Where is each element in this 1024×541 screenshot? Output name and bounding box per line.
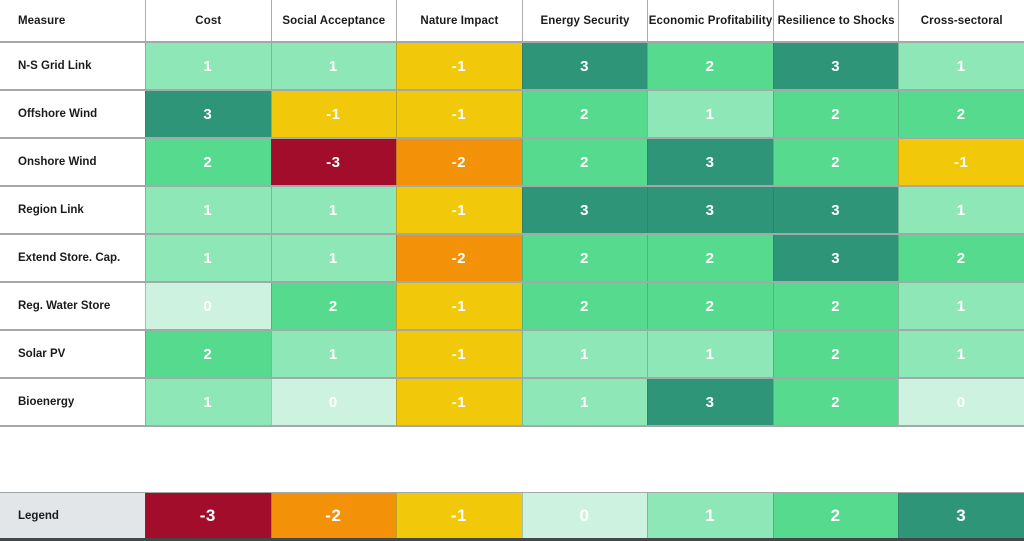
heatmap-cell: 2: [772, 91, 899, 137]
heatmap-cell: -3: [270, 139, 397, 185]
column-header: Social Acceptance: [270, 0, 397, 41]
column-header: Cost: [145, 0, 271, 41]
row-label: Region Link: [0, 187, 145, 233]
heatmap-cell: 1: [898, 283, 1024, 329]
heatmap-cell: -1: [270, 91, 397, 137]
heatmap-cell: 2: [521, 139, 648, 185]
heatmap-cell: 2: [647, 43, 773, 89]
table-row: Region Link 1 1 -1 3 3 3 1: [0, 187, 1024, 235]
heatmap-cell: 0: [898, 379, 1024, 425]
heatmap-cell: 3: [647, 379, 773, 425]
legend-cell: 2: [772, 493, 899, 538]
row-label: Offshore Wind: [0, 91, 145, 137]
table-row: Onshore Wind 2 -3 -2 2 3 2 -1: [0, 139, 1024, 187]
column-header: Resilience to Shocks: [772, 0, 899, 41]
row-label: Solar PV: [0, 331, 145, 377]
heatmap-cell: 3: [647, 139, 773, 185]
heatmap-cell: -1: [396, 331, 522, 377]
column-header: Cross-sectoral: [898, 0, 1024, 41]
heatmap-cell: 2: [521, 235, 648, 281]
heatmap-cell: 1: [145, 235, 271, 281]
table-row: Offshore Wind 3 -1 -1 2 1 2 2: [0, 91, 1024, 139]
heatmap-cell: 1: [270, 235, 397, 281]
heatmap-cell: 3: [145, 91, 271, 137]
heatmap-cell: 3: [521, 43, 648, 89]
measure-column-header: Measure: [18, 14, 66, 27]
legend-row: Legend -3 -2 -1 0 1 2 3: [0, 492, 1024, 538]
heatmap-cell: -1: [396, 187, 522, 233]
heatmap-cell: -2: [396, 235, 522, 281]
heatmap-cell: 3: [647, 187, 773, 233]
heatmap-cell: 3: [772, 235, 899, 281]
heatmap-cell: 2: [647, 283, 773, 329]
heatmap-cell: 1: [898, 187, 1024, 233]
heatmap-cell: 1: [145, 187, 271, 233]
bottom-bar: [0, 538, 1024, 541]
row-label: Extend Store. Cap.: [0, 235, 145, 281]
legend-cell: -1: [396, 493, 522, 538]
heatmap-cell: 2: [772, 139, 899, 185]
column-header: Energy Security: [521, 0, 648, 41]
heatmap-cell: 1: [145, 379, 271, 425]
table-row: N-S Grid Link 1 1 -1 3 2 3 1: [0, 43, 1024, 91]
heatmap-cell: 2: [521, 283, 648, 329]
row-label: N-S Grid Link: [0, 43, 145, 89]
heatmap-cell: 1: [647, 331, 773, 377]
table-row: Extend Store. Cap. 1 1 -2 2 2 3 2: [0, 235, 1024, 283]
heatmap-cell: 1: [521, 379, 648, 425]
heatmap-cell: 2: [145, 331, 271, 377]
legend-cell: -2: [270, 493, 397, 538]
legend-label: Legend: [0, 493, 145, 538]
heatmap-cell: 2: [772, 331, 899, 377]
heatmap-cell: 2: [898, 235, 1024, 281]
table-row: Solar PV 2 1 -1 1 1 2 1: [0, 331, 1024, 379]
heatmap-cell: -1: [396, 379, 522, 425]
table-legend-gap: [0, 427, 1024, 492]
heatmap-cell: 2: [647, 235, 773, 281]
heatmap-body: N-S Grid Link 1 1 -1 3 2 3 1 Offshore Wind 3 -1 -1 2…: [0, 43, 1024, 427]
heatmap-cell: 2: [772, 379, 899, 425]
row-label: Onshore Wind: [0, 139, 145, 185]
heatmap-cell: -1: [396, 283, 522, 329]
heatmap-cell: 3: [772, 187, 899, 233]
heatmap-cell: 1: [647, 91, 773, 137]
heatmap-cell: 2: [270, 283, 397, 329]
heatmap-cell: 1: [270, 331, 397, 377]
heatmap-cell: -1: [396, 91, 522, 137]
heatmap-cell: 0: [270, 379, 397, 425]
header-row: Measure Cost Social Acceptance Nature Impac…: [0, 0, 1024, 43]
heatmap-cell: 0: [145, 283, 271, 329]
legend-cell: 3: [898, 493, 1024, 538]
heatmap-cell: -2: [396, 139, 522, 185]
heatmap-cell: -1: [396, 43, 522, 89]
row-label: Bioenergy: [0, 379, 145, 425]
heatmap-cell: 2: [521, 91, 648, 137]
column-header: Nature Impact: [396, 0, 522, 41]
table-row: Bioenergy 1 0 -1 1 3 2 0: [0, 379, 1024, 427]
legend-cell: 0: [521, 493, 648, 538]
heatmap-cell: 3: [772, 43, 899, 89]
heatmap-cell: 1: [145, 43, 271, 89]
heatmap-cell: -1: [898, 139, 1024, 185]
legend-cell: 1: [647, 493, 773, 538]
heatmap-cell: 2: [898, 91, 1024, 137]
legend-cell: -3: [145, 493, 271, 538]
column-header: Economic Profitability: [647, 0, 773, 41]
heatmap-cell: 1: [898, 331, 1024, 377]
heatmap-cell: 1: [270, 43, 397, 89]
row-label: Reg. Water Store: [0, 283, 145, 329]
heatmap-cell: 3: [521, 187, 648, 233]
heatmap-cell: 1: [898, 43, 1024, 89]
heatmap-cell: 1: [270, 187, 397, 233]
heatmap-cell: 2: [145, 139, 271, 185]
table-row: Reg. Water Store 0 2 -1 2 2 2 1: [0, 283, 1024, 331]
heatmap-cell: 2: [772, 283, 899, 329]
heatmap-cell: 1: [521, 331, 648, 377]
